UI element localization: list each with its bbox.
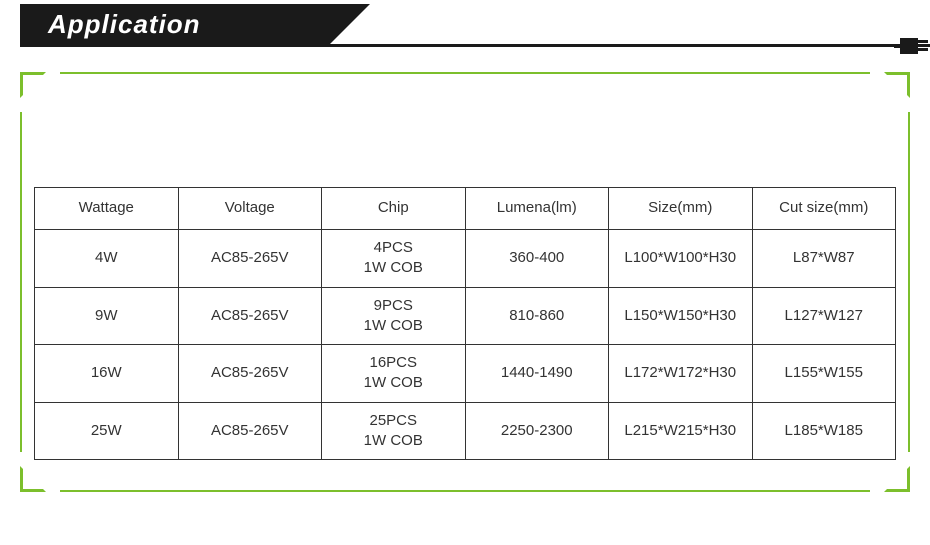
cell-lumen: 1440-1490 [465, 345, 609, 403]
col-voltage: Voltage [178, 188, 322, 230]
spec-table: Wattage Voltage Chip Lumena(lm) Size(mm)… [34, 187, 896, 460]
cell-size: L150*W150*H30 [609, 287, 753, 345]
col-cutsize: Cut size(mm) [752, 188, 896, 230]
section-header: Application [0, 4, 930, 50]
chip-type: 1W COB [326, 373, 461, 393]
content-frame: Wattage Voltage Chip Lumena(lm) Size(mm)… [20, 72, 910, 492]
cell-chip: 9PCS 1W COB [322, 287, 466, 345]
col-lumen: Lumena(lm) [465, 188, 609, 230]
cell-cutsize: L87*W87 [752, 230, 896, 288]
frame-corner-tr [884, 72, 910, 98]
cell-voltage: AC85-265V [178, 287, 322, 345]
cell-wattage: 25W [35, 402, 179, 460]
cell-wattage: 4W [35, 230, 179, 288]
cell-lumen: 2250-2300 [465, 402, 609, 460]
cell-size: L172*W172*H30 [609, 345, 753, 403]
cell-wattage: 16W [35, 345, 179, 403]
header-title: Application [48, 9, 201, 40]
chip-pcs: 4PCS [326, 238, 461, 258]
cell-cutsize: L185*W185 [752, 402, 896, 460]
frame-corner-bl [20, 466, 46, 492]
table-row: 25W AC85-265V 25PCS 1W COB 2250-2300 L21… [35, 402, 896, 460]
plug-icon [894, 32, 930, 60]
chip-pcs: 16PCS [326, 353, 461, 373]
chip-type: 1W COB [326, 316, 461, 336]
frame-edge-bottom [60, 490, 870, 492]
cell-wattage: 9W [35, 287, 179, 345]
cell-chip: 4PCS 1W COB [322, 230, 466, 288]
frame-corner-br [884, 466, 910, 492]
chip-type: 1W COB [326, 431, 461, 451]
cell-voltage: AC85-265V [178, 402, 322, 460]
frame-edge-left [20, 112, 22, 452]
frame-edge-top [60, 72, 870, 74]
cell-lumen: 810-860 [465, 287, 609, 345]
col-chip: Chip [322, 188, 466, 230]
cell-size: L100*W100*H30 [609, 230, 753, 288]
cell-lumen: 360-400 [465, 230, 609, 288]
chip-type: 1W COB [326, 258, 461, 278]
table-row: 4W AC85-265V 4PCS 1W COB 360-400 L100*W1… [35, 230, 896, 288]
header-banner: Application [20, 4, 330, 44]
col-wattage: Wattage [35, 188, 179, 230]
chip-pcs: 25PCS [326, 411, 461, 431]
cell-cutsize: L127*W127 [752, 287, 896, 345]
cell-voltage: AC85-265V [178, 230, 322, 288]
frame-edge-right [908, 112, 910, 452]
cell-voltage: AC85-265V [178, 345, 322, 403]
header-underline [20, 44, 930, 47]
frame-corner-tl [20, 72, 46, 98]
table-header-row: Wattage Voltage Chip Lumena(lm) Size(mm)… [35, 188, 896, 230]
cell-cutsize: L155*W155 [752, 345, 896, 403]
col-size: Size(mm) [609, 188, 753, 230]
cell-chip: 16PCS 1W COB [322, 345, 466, 403]
table-row: 9W AC85-265V 9PCS 1W COB 810-860 L150*W1… [35, 287, 896, 345]
cell-chip: 25PCS 1W COB [322, 402, 466, 460]
table-row: 16W AC85-265V 16PCS 1W COB 1440-1490 L17… [35, 345, 896, 403]
chip-pcs: 9PCS [326, 296, 461, 316]
cell-size: L215*W215*H30 [609, 402, 753, 460]
